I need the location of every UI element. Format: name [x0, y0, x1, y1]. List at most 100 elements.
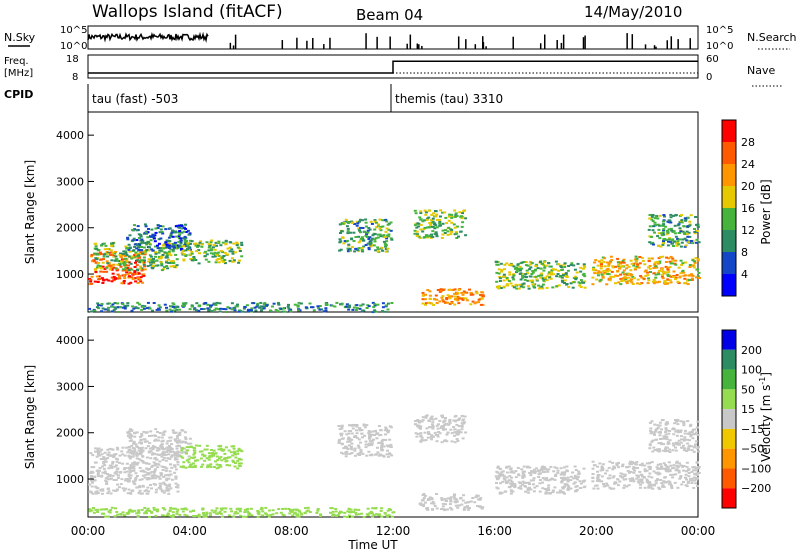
heatmap-cell [674, 263, 678, 266]
heatmap-cell [226, 253, 229, 256]
heatmap-cell [651, 229, 655, 232]
heatmap-cell [158, 247, 162, 250]
heatmap-cell [455, 423, 459, 426]
heatmap-cell [376, 236, 380, 239]
heatmap-cell [455, 500, 459, 503]
heatmap-cell [417, 421, 421, 424]
heatmap-cell [133, 228, 137, 231]
heatmap-cell [341, 236, 345, 239]
heatmap-cell [120, 282, 124, 285]
velocity-cells [88, 414, 701, 518]
heatmap-cell [430, 213, 434, 216]
heatmap-cell [653, 433, 656, 436]
heatmap-cell [193, 452, 197, 454]
heatmap-cell [425, 507, 429, 510]
heatmap-cell [135, 229, 139, 232]
heatmap-cell [423, 431, 427, 434]
heatmap-cell [606, 270, 610, 273]
heatmap-cell [440, 414, 444, 417]
heatmap-cell [597, 473, 601, 476]
heatmap-cell [169, 451, 173, 453]
heatmap-cell [116, 513, 119, 516]
heatmap-cell [675, 242, 678, 245]
heatmap-cell [530, 273, 534, 275]
heatmap-cell [353, 449, 357, 452]
heatmap-cell [457, 302, 461, 305]
heatmap-cell [636, 474, 640, 477]
colorbar-tick-label: −15 [741, 423, 764, 436]
heatmap-cell [642, 476, 646, 478]
heatmap-cell [460, 425, 464, 428]
heatmap-cell [689, 214, 693, 217]
colorbar-swatch [722, 252, 736, 274]
heatmap-cell [108, 264, 112, 267]
heatmap-cell [130, 276, 134, 279]
heatmap-cell [127, 255, 131, 258]
heatmap-cell [447, 226, 451, 229]
heatmap-cell [352, 231, 356, 234]
heatmap-cell [582, 272, 586, 275]
heatmap-cell [261, 510, 265, 513]
heatmap-cell [174, 482, 178, 485]
heatmap-cell [340, 432, 344, 435]
heatmap-cell [209, 304, 213, 307]
heatmap-cell [685, 239, 689, 242]
heatmap-cell [161, 254, 165, 256]
heatmap-cell [572, 277, 576, 279]
heatmap-cell [256, 304, 260, 307]
heatmap-cell [379, 229, 383, 232]
heatmap-cell [145, 492, 149, 495]
heatmap-cell [358, 220, 361, 223]
heatmap-cell [208, 245, 212, 247]
heatmap-cell [181, 304, 184, 307]
heatmap-cell [157, 439, 160, 442]
heatmap-cell [111, 303, 115, 306]
heatmap-cell [204, 302, 208, 304]
heatmap-cell [181, 465, 185, 468]
heatmap-cell [356, 222, 360, 225]
freq-tick-low: 8 [72, 72, 78, 83]
heatmap-cell [689, 479, 692, 482]
heatmap-cell [125, 462, 129, 465]
heatmap-cell [361, 303, 365, 306]
heatmap-cell [596, 475, 600, 478]
heatmap-cell [183, 239, 187, 242]
heatmap-cell [504, 490, 508, 493]
heatmap-cell [90, 475, 94, 477]
heatmap-cell [575, 478, 579, 481]
heatmap-cell [413, 232, 417, 235]
heatmap-cell [369, 242, 372, 245]
heatmap-cell [348, 249, 352, 252]
heatmap-cell [181, 440, 185, 443]
heatmap-cell [654, 215, 658, 218]
heatmap-cell [521, 480, 525, 483]
heatmap-cell [544, 467, 547, 470]
heatmap-cell [610, 259, 614, 262]
heatmap-cell [357, 235, 361, 238]
heatmap-cell [169, 487, 173, 490]
heatmap-cell [592, 269, 596, 272]
heatmap-cell [209, 463, 213, 466]
heatmap-cell [142, 430, 146, 433]
heatmap-cell [604, 472, 607, 475]
heatmap-cell [250, 307, 254, 310]
heatmap-cell [453, 209, 457, 212]
heatmap-cell [443, 439, 447, 442]
heatmap-cell [214, 241, 218, 244]
heatmap-cell [97, 453, 100, 455]
heatmap-cell [117, 474, 120, 477]
heatmap-cell [376, 223, 380, 226]
heatmap-cell [661, 242, 665, 245]
heatmap-cell [617, 265, 621, 267]
heatmap-cell [123, 514, 127, 517]
heatmap-cell [88, 283, 92, 286]
y-tick-label: 2000 [56, 427, 84, 440]
heatmap-cell [121, 511, 125, 514]
heatmap-cell [149, 261, 152, 264]
beam-label: Beam 04 [356, 6, 423, 24]
heatmap-cell [368, 228, 372, 231]
heatmap-cell [335, 301, 339, 304]
colorbar-swatch [722, 330, 736, 350]
heatmap-cell [630, 278, 633, 281]
heatmap-cell [162, 448, 166, 451]
